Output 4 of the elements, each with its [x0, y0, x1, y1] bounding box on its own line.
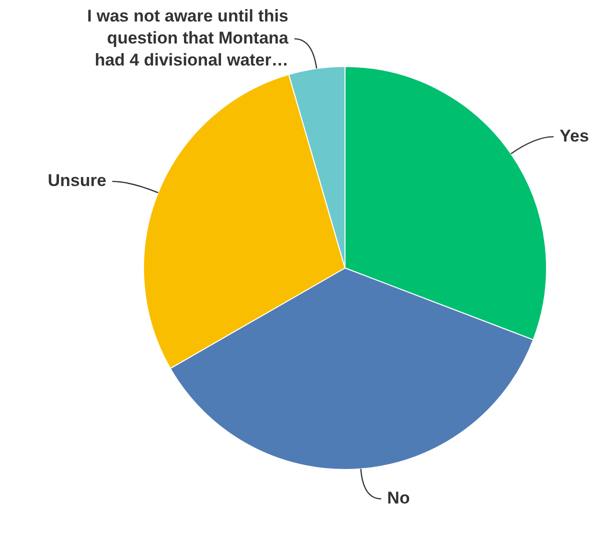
slice-label: Yes	[560, 126, 589, 146]
slice-label: Unsure	[48, 171, 106, 190]
slice-label: No	[387, 488, 410, 508]
slice-label: I was not aware until this question that Montana had 4 divisional water…	[87, 6, 289, 70]
